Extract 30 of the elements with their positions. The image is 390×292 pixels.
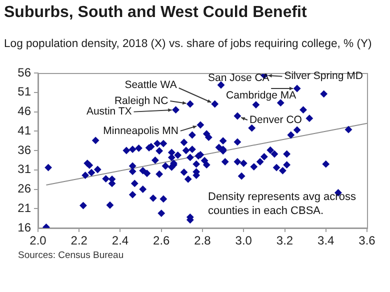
x-tick-label: 3.4 <box>318 234 335 248</box>
y-tick-label: 51 <box>18 84 32 99</box>
annotation: Raleigh NC <box>114 94 169 107</box>
annotation: Minneapolis MN <box>103 124 178 137</box>
source-note: Sources: Census Bureau <box>18 250 124 261</box>
annotation: Cambridge MA <box>226 89 296 102</box>
annotation: Silver Spring MD <box>284 70 364 82</box>
x-tick-label: 2.4 <box>112 234 129 248</box>
y-tick-label: 46 <box>18 104 32 118</box>
x-tick-label: 2.6 <box>153 234 170 248</box>
x-tick-label: 2.2 <box>70 234 88 248</box>
chart-subtitle: Log population density, 2018 (X) vs. share of jobs requiring college, % (Y) <box>4 38 372 50</box>
y-tick-label: 41 <box>18 123 32 138</box>
y-tick-label: 16 <box>18 220 32 234</box>
x-tick-label: 2.0 <box>30 234 47 248</box>
y-tick-label: 21 <box>18 200 32 215</box>
annotation: Density represents avg across counties in each CBSA. <box>208 191 356 218</box>
y-tick-label: 26 <box>18 182 32 196</box>
annotation: Denver CO <box>249 114 302 126</box>
y-tick-label: 31 <box>18 162 32 176</box>
annotation: Austin TX <box>86 106 132 118</box>
x-tick-label: 2.8 <box>194 234 212 248</box>
x-tick-label: 3.2 <box>276 234 294 248</box>
x-tick-label: 3.6 <box>358 234 376 248</box>
y-tick-label: 36 <box>18 142 32 157</box>
x-tick-label: 3.0 <box>235 234 252 248</box>
chart-title: Suburbs, South and West Could Benefit <box>4 4 307 22</box>
annotation: San Jose CA <box>208 72 270 84</box>
y-tick-label: 56 <box>18 65 32 80</box>
annotation: Seattle WA <box>124 78 177 91</box>
